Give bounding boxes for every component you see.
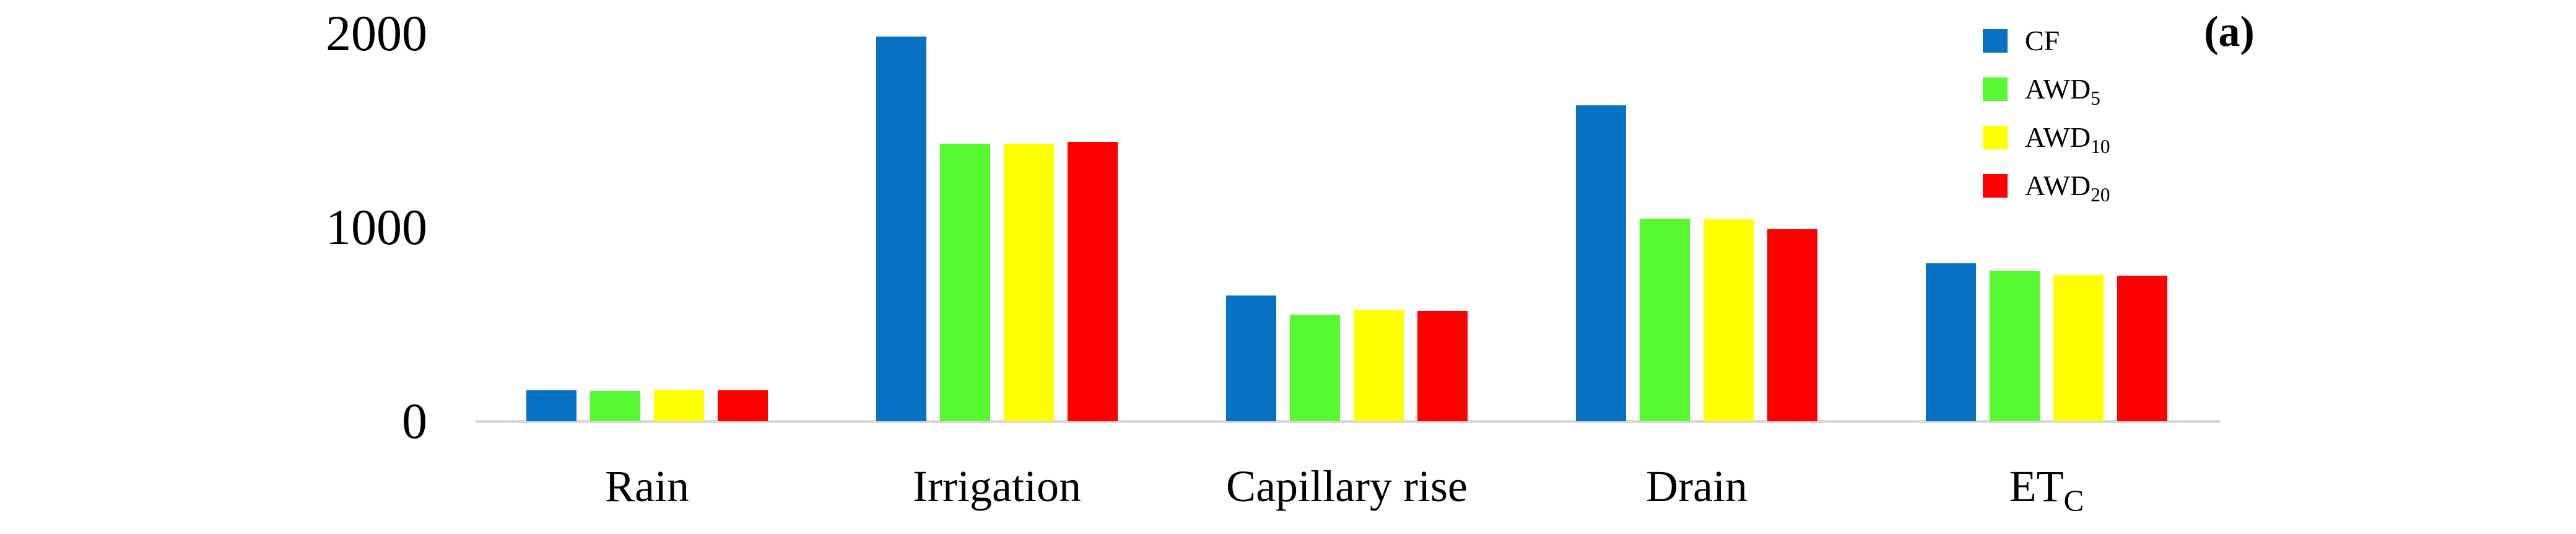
category-label-capillary-rise: Capillary rise xyxy=(1226,462,1468,511)
bar-awd5-irrigation xyxy=(940,144,990,421)
legend-swatch-icon xyxy=(1983,77,2008,101)
legend-item-cf: CF xyxy=(1983,26,2060,56)
legend-swatch-icon xyxy=(1983,29,2008,53)
bar-awd20-irrigation xyxy=(1068,142,1118,421)
legend-item-awd10: AWD10 xyxy=(1983,121,2110,158)
bar-cf-capillary-rise xyxy=(1226,295,1276,421)
legend-label: AWD10 xyxy=(2025,121,2110,158)
bar-awd5-et xyxy=(1990,271,2040,421)
y-tick-label: 2000 xyxy=(326,5,427,61)
y-tick-label: 1000 xyxy=(326,199,427,255)
category-label-et: ETC xyxy=(2009,462,2084,518)
legend-label: AWD5 xyxy=(2025,73,2100,110)
bar-awd5-capillary-rise xyxy=(1290,314,1340,421)
category-label-irrigation: Irrigation xyxy=(913,462,1081,511)
bar-awd10-drain xyxy=(1704,219,1754,421)
x-axis-line xyxy=(476,420,2220,423)
bar-awd10-capillary-rise xyxy=(1354,310,1404,421)
bar-awd10-irrigation xyxy=(1004,144,1054,421)
bar-awd20-capillary-rise xyxy=(1417,310,1468,421)
bar-awd5-drain xyxy=(1640,218,1690,421)
bar-awd20-rain xyxy=(718,390,768,421)
legend-swatch-icon xyxy=(1983,126,2008,149)
bar-awd20-drain xyxy=(1767,229,1817,421)
bar-awd5-rain xyxy=(590,390,640,421)
bar-awd20-et xyxy=(2117,276,2167,421)
legend-label: AWD20 xyxy=(2025,170,2110,206)
category-label-rain: Rain xyxy=(605,462,689,511)
bar-cf-et xyxy=(1926,263,1976,421)
bar-cf-irrigation xyxy=(876,36,926,421)
category-label-drain: Drain xyxy=(1646,462,1747,511)
bar-cf-rain xyxy=(526,390,577,421)
y-tick-label: 0 xyxy=(402,393,427,449)
legend-swatch-icon xyxy=(1983,174,2008,198)
bar-awd10-rain xyxy=(654,390,704,421)
panel-label: (a) xyxy=(2204,8,2255,56)
bar-awd10-et xyxy=(2053,274,2104,421)
legend-label: CF xyxy=(2025,25,2060,56)
legend-item-awd5: AWD5 xyxy=(1983,73,2100,110)
legend-item-awd20: AWD20 xyxy=(1983,170,2110,206)
bar-cf-drain xyxy=(1576,105,1626,421)
